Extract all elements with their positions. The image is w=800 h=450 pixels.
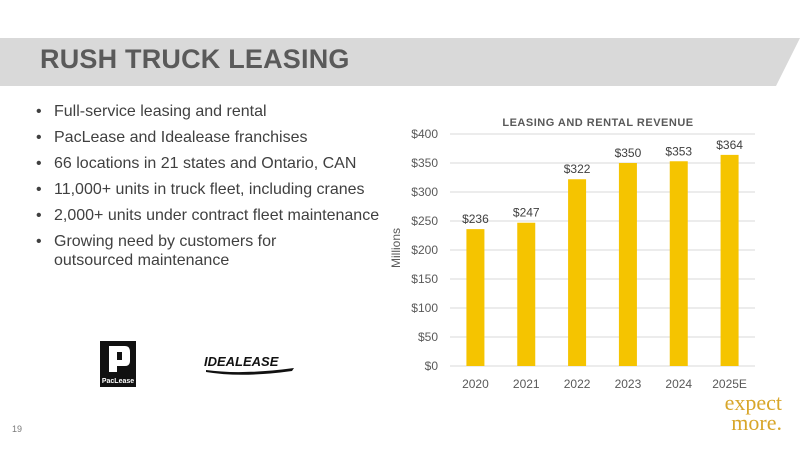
- x-tick-label: 2022: [564, 377, 591, 391]
- chart-title: LEASING AND RENTAL REVENUE: [502, 117, 693, 129]
- bullet-item: • 66 locations in 21 states and Ontario, …: [36, 154, 396, 173]
- bullet-list: • Full-service leasing and rental • PacLea…: [36, 102, 396, 277]
- x-tick-label: 2021: [513, 377, 540, 391]
- brand-tagline-line1: expect: [724, 390, 782, 415]
- bullet-item: • 11,000+ units in truck fleet, including…: [36, 180, 396, 199]
- paclease-logo: PacLease: [100, 341, 136, 387]
- y-tick-label: $250: [411, 214, 438, 228]
- x-tick-label: 2024: [665, 377, 692, 391]
- data-label-2024: $353: [665, 144, 692, 158]
- y-tick-label: $0: [425, 359, 439, 373]
- bullet-glyph: •: [36, 129, 42, 146]
- x-tick-label: 2025E: [712, 377, 747, 391]
- bullet-text: 66 locations in 21 states and Ontario, C…: [54, 155, 357, 172]
- brand-tagline: expect more.: [686, 390, 782, 435]
- page-title: RUSH TRUCK LEASING: [40, 44, 350, 74]
- idealease-logo-text: IDEALEASE: [204, 354, 279, 369]
- bullet-text: Growing need by customers for outsourced…: [54, 233, 277, 269]
- bar-2021: [517, 222, 536, 366]
- bullet-glyph: •: [36, 233, 42, 250]
- data-label-2022: $322: [564, 162, 591, 176]
- bullet-glyph: •: [36, 103, 42, 120]
- data-label-2025E: $364: [716, 138, 743, 152]
- bullet-item: • Growing need by customers for outsource…: [36, 232, 294, 270]
- bullet-glyph: •: [36, 181, 42, 198]
- data-label-2021: $247: [513, 206, 540, 220]
- bullet-item: • Full-service leasing and rental: [36, 102, 396, 121]
- bar-2022: [568, 179, 587, 366]
- bullet-text: PacLease and Idealease franchises: [54, 129, 308, 146]
- revenue-chart: LEASING AND RENTAL REVENUE Millions $0 $5…: [380, 100, 800, 400]
- brand-tagline-line2: more.: [731, 410, 782, 435]
- bar-chart-svg: LEASING AND RENTAL REVENUE Millions $0 $5…: [389, 117, 755, 391]
- paclease-logo-text: PacLease: [102, 378, 134, 385]
- page-number: 19: [12, 424, 23, 434]
- y-tick-label: $300: [411, 185, 438, 199]
- idealease-logo: IDEALEASE: [202, 352, 298, 376]
- y-tick-label: $150: [411, 272, 438, 286]
- data-label-2023: $350: [615, 146, 642, 160]
- y-tick-label: $50: [418, 330, 438, 344]
- bullet-glyph: •: [36, 207, 42, 224]
- x-tick-label: 2023: [615, 377, 642, 391]
- y-tick-label: $100: [411, 301, 438, 315]
- bullet-text: Full-service leasing and rental: [54, 103, 267, 120]
- bullet-glyph: •: [36, 155, 42, 172]
- title-banner: [0, 38, 800, 86]
- bar-2024: [669, 161, 688, 366]
- y-tick-label: $350: [411, 156, 438, 170]
- bar-2025E: [720, 154, 739, 366]
- bar-2020: [466, 229, 485, 366]
- bullet-item: • 2,000+ units under contract fleet maint…: [36, 206, 396, 225]
- bullet-text: 2,000+ units under contract fleet mainte…: [54, 207, 380, 224]
- bar-2023: [618, 163, 637, 366]
- data-label-2020: $236: [462, 212, 489, 226]
- bullet-text: 11,000+ units in truck fleet, including …: [54, 181, 365, 198]
- y-axis-label: Millions: [389, 228, 403, 268]
- x-tick-label: 2020: [462, 377, 489, 391]
- y-tick-label: $200: [411, 243, 438, 257]
- y-tick-label: $400: [411, 127, 438, 141]
- bullet-item: • PacLease and Idealease franchises: [36, 128, 396, 147]
